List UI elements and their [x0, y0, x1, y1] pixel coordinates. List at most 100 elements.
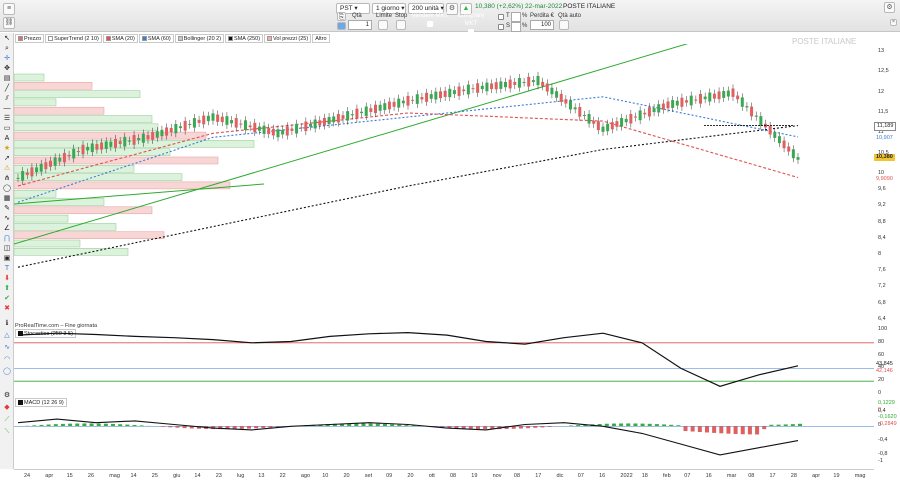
- candle-body: [206, 115, 210, 122]
- grid-icon[interactable]: ▦: [3, 195, 11, 202]
- order-mode-icon[interactable]: [337, 22, 346, 30]
- legend-item-6[interactable]: Vol prezzi (25): [264, 34, 312, 43]
- close-icon[interactable]: ×: [890, 19, 897, 26]
- time-tick: 08: [450, 473, 457, 479]
- candle-body: [253, 122, 257, 133]
- link-icon[interactable]: ⛓: [3, 17, 15, 29]
- fibonacci-icon[interactable]: ☰: [3, 115, 11, 122]
- t-checkbox[interactable]: [498, 14, 504, 20]
- time-tick: 14: [130, 473, 137, 479]
- symbol-select[interactable]: PST ▾: [336, 3, 370, 14]
- cycles-icon[interactable]: ∿: [4, 215, 10, 222]
- zoom-icon[interactable]: ⌕: [5, 45, 9, 52]
- arc-icon[interactable]: ◠: [3, 356, 11, 363]
- sell-arrow-icon[interactable]: ⬇: [4, 275, 10, 282]
- legend-item-0[interactable]: Prezzo: [15, 34, 45, 43]
- rectangle-icon[interactable]: ▭: [3, 125, 11, 132]
- channel-icon[interactable]: ⫽: [5, 95, 9, 102]
- indicator-tool-icon[interactable]: ℹ: [5, 320, 9, 327]
- legend-item-4[interactable]: Bollinger (20 2): [174, 34, 225, 43]
- pan-icon[interactable]: ✥: [4, 65, 10, 72]
- limit-button[interactable]: [378, 20, 388, 30]
- s-checkbox[interactable]: [498, 24, 504, 30]
- menu-icon[interactable]: ≡: [3, 3, 15, 15]
- macd-histogram-bar: [168, 426, 173, 428]
- stoch-tick: 20: [878, 377, 885, 384]
- candle-body: [49, 160, 52, 167]
- candle-body: [634, 116, 637, 118]
- candle-body: [722, 90, 726, 98]
- ticket-icon[interactable]: ⎘: [337, 12, 346, 21]
- brush-icon[interactable]: ✎: [4, 205, 10, 212]
- sell-market-button[interactable]: Vendere MKT: [411, 11, 449, 30]
- macd-histogram-bar: [53, 424, 58, 427]
- legend-item-1[interactable]: SuperTrend (2 10): [45, 34, 102, 43]
- candle-body: [606, 123, 610, 132]
- delete-icon[interactable]: ✖: [4, 305, 10, 312]
- macd-histogram-bar: [755, 426, 760, 435]
- buy-arrow-icon[interactable]: ⬆: [4, 285, 10, 292]
- macd-histogram-bar: [776, 424, 781, 427]
- indicator-settings-icon[interactable]: ⚙: [3, 392, 11, 399]
- cursor-icon[interactable]: ↖: [4, 35, 10, 42]
- timeframe-select[interactable]: 1 giorno ▾: [372, 3, 406, 14]
- hline-icon[interactable]: ―: [3, 105, 11, 112]
- price-chart[interactable]: [14, 44, 874, 324]
- macd-tag: -0,1620: [878, 414, 897, 420]
- legend-item-3[interactable]: SMA (60): [138, 34, 174, 43]
- window-options-icon[interactable]: ⚙: [884, 2, 895, 13]
- magnet-icon[interactable]: ⋂: [4, 235, 10, 242]
- arrow-icon[interactable]: ➚: [4, 155, 10, 162]
- macd-histogram-bar: [583, 424, 588, 427]
- zigzag-icon[interactable]: ⟋: [4, 416, 10, 423]
- candle-body: [271, 128, 275, 136]
- legend-item-2[interactable]: SMA (20): [102, 34, 138, 43]
- qty-input[interactable]: 1: [348, 20, 372, 30]
- candle-body: [25, 172, 29, 176]
- loss-input[interactable]: 100: [530, 20, 554, 30]
- sell-icon: [427, 21, 433, 27]
- layers-icon[interactable]: ◫: [3, 245, 11, 252]
- circle-icon[interactable]: ◯: [3, 368, 11, 375]
- t-input[interactable]: [511, 12, 521, 22]
- stochastic-chart[interactable]: [14, 330, 874, 394]
- angle-icon[interactable]: ∠: [3, 225, 11, 232]
- macd-legend-item[interactable]: MACD (12 26 9): [15, 398, 67, 407]
- qty-auto-button[interactable]: [559, 20, 569, 30]
- stoch-tick: 60: [878, 351, 885, 358]
- volume-profile-bar: [14, 198, 105, 206]
- macd-tag: 0: [878, 407, 882, 413]
- units-select[interactable]: 200 unità ▾: [408, 3, 444, 14]
- text-tool-icon[interactable]: A: [4, 135, 10, 142]
- ruler-icon[interactable]: ▤: [3, 75, 11, 82]
- text-icon[interactable]: T: [4, 265, 10, 272]
- marker-icon[interactable]: ◆: [4, 404, 10, 411]
- wave-icon[interactable]: ∿: [4, 344, 10, 351]
- legend-item-5[interactable]: SMA (250): [225, 34, 264, 43]
- star-icon[interactable]: ★: [3, 145, 11, 152]
- candle-body: [53, 157, 57, 166]
- candle-body: [796, 157, 800, 160]
- pitchfork-icon[interactable]: ⋔: [4, 175, 10, 182]
- regression-icon[interactable]: ⟍: [4, 428, 10, 435]
- crosshair-icon[interactable]: ✛: [4, 55, 10, 62]
- macd-chart[interactable]: [14, 398, 874, 462]
- settings-icon[interactable]: ⚙: [446, 3, 458, 15]
- legend-swatch: [18, 36, 23, 41]
- buy-label: Comprare MKT: [457, 13, 485, 27]
- legend-item-7[interactable]: Altro: [312, 34, 330, 43]
- triangle-icon[interactable]: △: [4, 332, 10, 339]
- stop-button[interactable]: [396, 20, 406, 30]
- alert-icon[interactable]: ⚠: [3, 165, 11, 172]
- volume-profile-bar: [14, 189, 57, 198]
- lock-icon[interactable]: ▣: [3, 255, 11, 262]
- checkmark-icon[interactable]: ✔: [4, 295, 10, 302]
- s-input[interactable]: [511, 22, 521, 32]
- ellipse-icon[interactable]: ◯: [3, 185, 11, 192]
- trendline-icon[interactable]: ╱: [4, 85, 10, 92]
- macd-histogram-bar: [676, 425, 681, 427]
- candle-body: [420, 97, 424, 100]
- buy-market-button[interactable]: Comprare MKT: [452, 11, 490, 35]
- time-tick: lug: [237, 473, 245, 479]
- candle-body: [16, 177, 20, 179]
